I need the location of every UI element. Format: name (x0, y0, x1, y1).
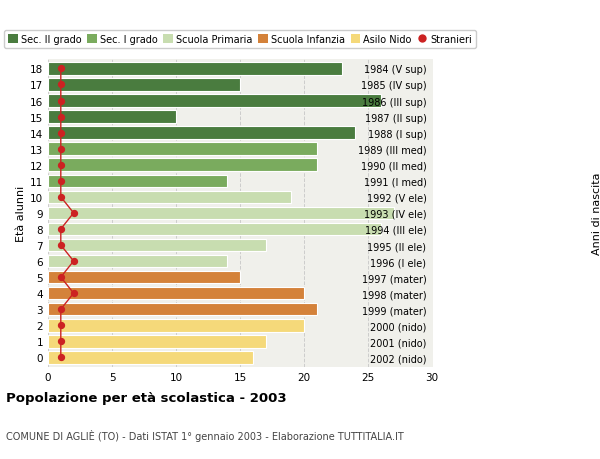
Bar (48, 207, 394, 220)
Point (56, 338, 65, 345)
Point (56, 274, 65, 281)
Bar (48, 255, 227, 268)
Bar (48, 127, 355, 140)
Bar (48, 271, 240, 284)
Point (56, 242, 65, 249)
Point (56, 322, 65, 329)
Bar (48, 111, 176, 123)
Bar (48, 191, 291, 204)
Point (56, 162, 65, 169)
Point (56, 194, 65, 201)
Bar (48, 287, 304, 300)
Legend: Sec. II grado, Sec. I grado, Scuola Primaria, Scuola Infanzia, Asilo Nido, Stran: Sec. II grado, Sec. I grado, Scuola Prim… (4, 31, 476, 49)
Point (69, 290, 79, 297)
Point (56, 306, 65, 313)
Bar (48, 239, 266, 252)
Point (56, 354, 65, 361)
Bar (48, 319, 304, 332)
Point (56, 98, 65, 105)
Bar (48, 223, 381, 236)
Bar (48, 303, 317, 316)
Point (56, 114, 65, 121)
Text: COMUNE DI AGLIÈ (TO) - Dati ISTAT 1° gennaio 2003 - Elaborazione TUTTITALIA.IT: COMUNE DI AGLIÈ (TO) - Dati ISTAT 1° gen… (6, 429, 404, 441)
Bar (48, 63, 343, 76)
Text: Popolazione per età scolastica - 2003: Popolazione per età scolastica - 2003 (6, 391, 287, 404)
Point (56, 130, 65, 137)
Text: Anni di nascita: Anni di nascita (592, 172, 600, 255)
Point (56, 146, 65, 153)
Bar (48, 95, 381, 107)
Point (69, 258, 79, 265)
Point (69, 210, 79, 217)
Bar (48, 159, 317, 172)
Point (56, 82, 65, 89)
Bar (48, 175, 227, 188)
Y-axis label: Età alunni: Età alunni (16, 185, 26, 241)
Bar (48, 143, 317, 156)
Point (56, 226, 65, 233)
Point (56, 178, 65, 185)
Bar (48, 336, 266, 348)
Bar (48, 351, 253, 364)
Bar (48, 79, 240, 91)
Point (56, 66, 65, 73)
